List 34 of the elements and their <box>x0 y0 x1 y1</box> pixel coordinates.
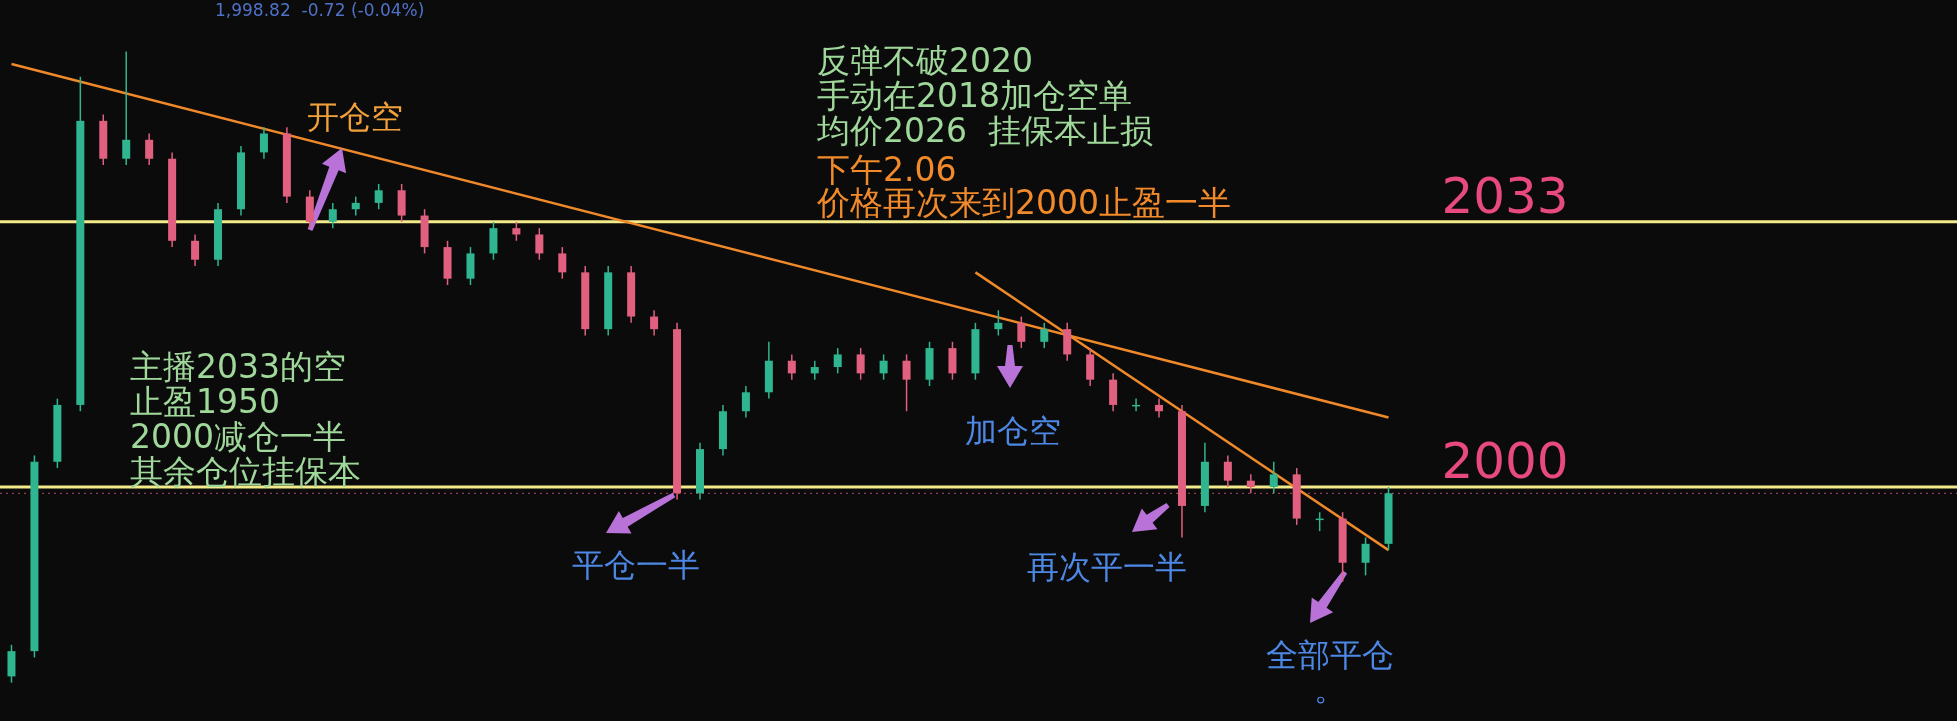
candlestick <box>1246 473 1255 495</box>
text: 2000 <box>1441 432 1569 490</box>
candlestick <box>879 353 888 381</box>
candlestick <box>650 309 659 337</box>
candlestick <box>191 233 200 267</box>
candlestick <box>1361 536 1370 577</box>
candlestick <box>259 126 268 160</box>
candlestick <box>558 246 567 280</box>
candlestick <box>351 195 360 217</box>
candlestick <box>902 353 911 412</box>
candlestick <box>122 50 131 166</box>
candlestick <box>810 359 819 381</box>
candlestick <box>741 385 750 419</box>
text: 1,998.82 -0.72 (-0.04%) <box>215 0 425 20</box>
annotation: 开仓空 <box>307 98 403 136</box>
text: 2033 <box>1441 167 1569 225</box>
candlestick <box>328 202 337 229</box>
candlestick <box>856 347 865 381</box>
candlestick <box>535 227 544 261</box>
candlestick <box>833 347 842 375</box>
candlestick <box>787 353 796 381</box>
candlestick <box>1155 397 1164 419</box>
candlestick <box>374 183 383 210</box>
candlestick <box>1223 454 1232 488</box>
annotation: 再次平一半 <box>1027 548 1187 586</box>
annotation: 平仓一半 <box>572 546 700 584</box>
candlestick <box>512 221 521 242</box>
candlestick <box>145 132 154 166</box>
candlestick <box>1017 315 1026 349</box>
annotation: 加仓空 <box>965 412 1061 450</box>
candlestick <box>994 309 1003 337</box>
candlestick <box>1269 460 1278 495</box>
annotation: 全部平仓。 <box>1266 636 1394 708</box>
candlestick <box>1040 322 1049 349</box>
